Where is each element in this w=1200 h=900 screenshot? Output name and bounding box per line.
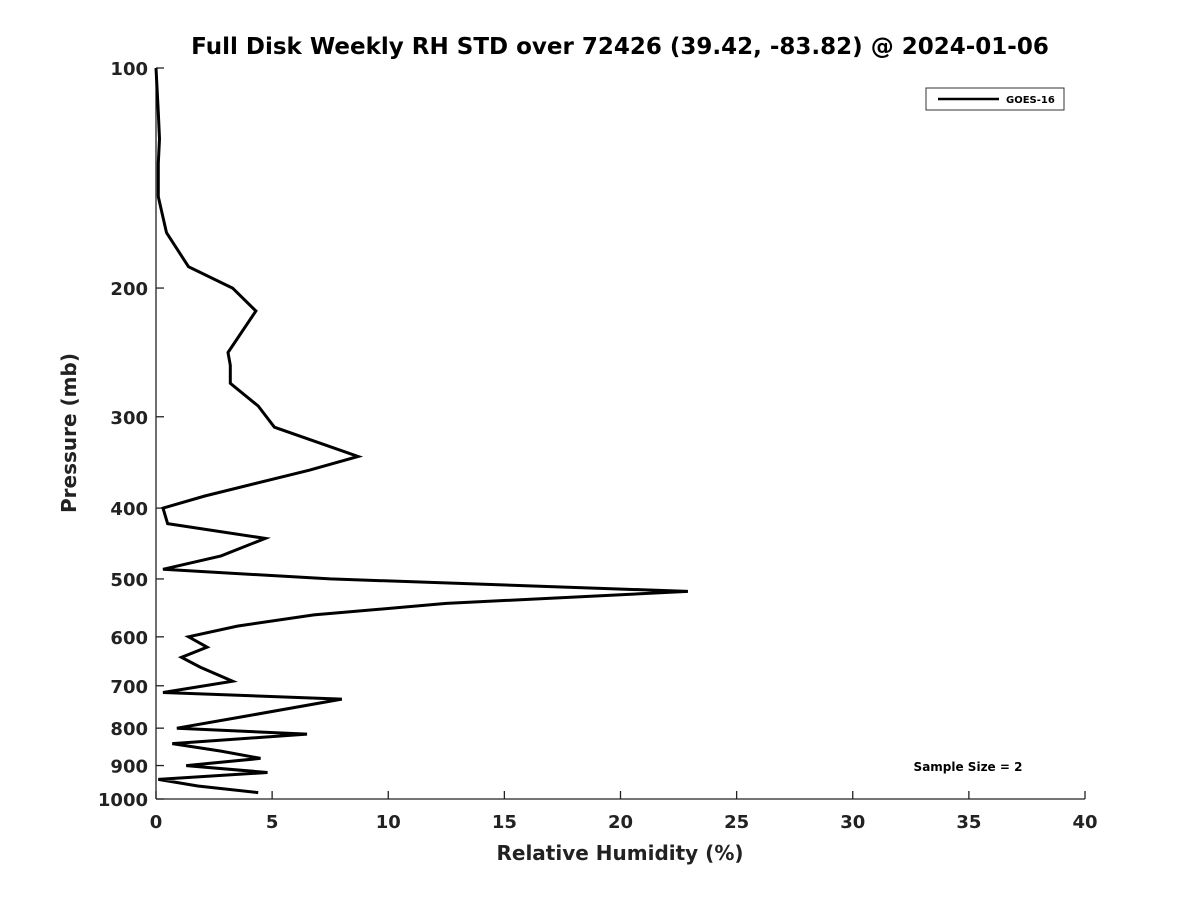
chart-title: Full Disk Weekly RH STD over 72426 (39.4… xyxy=(191,34,1049,60)
series-layer xyxy=(154,67,688,795)
x-tick-label: 10 xyxy=(376,812,401,833)
x-axis-label: Relative Humidity (%) xyxy=(496,841,743,865)
y-tick-label: 400 xyxy=(110,499,148,520)
y-tick-label: 700 xyxy=(110,677,148,698)
y-tick-label: 200 xyxy=(110,279,148,300)
sample-size-annotation: Sample Size = 2 xyxy=(914,760,1023,774)
legend-entry-goes-16: GOES-16 xyxy=(1006,95,1055,106)
y-axis-label: Pressure (mb) xyxy=(57,353,81,513)
plot-area xyxy=(156,68,1085,799)
x-tick-label: 35 xyxy=(956,812,981,833)
y-tick-label: 100 xyxy=(110,59,148,80)
y-tick-label: 900 xyxy=(110,757,148,778)
x-tick-label: 25 xyxy=(724,812,749,833)
x-tick-label: 30 xyxy=(840,812,865,833)
x-tick-label: 15 xyxy=(492,812,517,833)
y-tick-label: 500 xyxy=(110,570,148,591)
x-tick-label: 20 xyxy=(608,812,633,833)
y-tick-label: 300 xyxy=(110,408,148,429)
x-tick-label: 0 xyxy=(150,812,163,833)
series-line-goes-16 xyxy=(154,67,688,795)
y-tick-label: 1000 xyxy=(98,790,148,811)
x-tick-label: 40 xyxy=(1072,812,1097,833)
x-axis-ticks: 0 5 10 15 20 25 30 35 40 xyxy=(150,791,1098,833)
y-axis-ticks: 100 200 300 400 500 600 700 800 900 1000 xyxy=(98,59,164,811)
legend: GOES-16 xyxy=(925,87,1065,111)
x-tick-label: 5 xyxy=(266,812,279,833)
y-tick-label: 800 xyxy=(110,719,148,740)
y-tick-label: 600 xyxy=(110,628,148,649)
